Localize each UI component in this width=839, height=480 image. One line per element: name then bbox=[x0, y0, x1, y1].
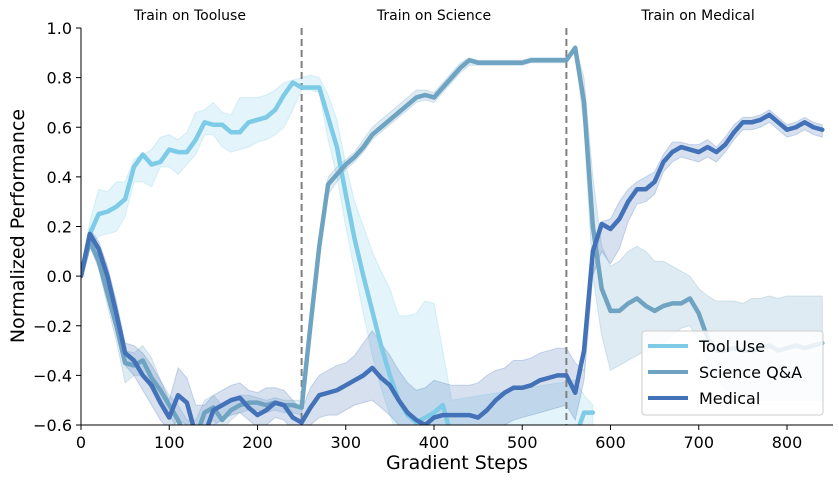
y-tick-label: −0.2 bbox=[33, 317, 72, 336]
y-tick-label: −0.4 bbox=[33, 366, 72, 385]
x-tick-label: 700 bbox=[683, 433, 714, 452]
line-medical bbox=[81, 112, 825, 425]
y-tick-label: 0.6 bbox=[47, 118, 72, 137]
x-tick-label: 500 bbox=[507, 433, 538, 452]
phase-label: Train on Science bbox=[376, 8, 491, 24]
x-axis-label: Gradient Steps bbox=[386, 452, 528, 474]
line-tool-use bbox=[577, 410, 596, 425]
phase-boundary-lines bbox=[300, 28, 568, 425]
y-tick-label: 1.0 bbox=[47, 19, 72, 38]
phase-label: Train on Medical bbox=[640, 8, 755, 24]
legend-item-science-qa: Science Q&A bbox=[648, 363, 802, 382]
y-tick-label: 0.0 bbox=[47, 267, 72, 286]
series-lines bbox=[81, 45, 825, 425]
legend: Tool Use Science Q&A Medical bbox=[641, 330, 824, 416]
line-tool-use bbox=[81, 80, 451, 425]
x-tick-label: 100 bbox=[154, 433, 185, 452]
y-axis-label: Normalized Performance bbox=[7, 109, 29, 343]
phase-labels: Train on Tooluse Train on Science Train on… bbox=[133, 8, 755, 24]
legend-label-tool-use: Tool Use bbox=[698, 337, 765, 356]
legend-item-medical: Medical bbox=[648, 389, 760, 408]
x-tick-label: 200 bbox=[242, 433, 273, 452]
line-science-q-a bbox=[81, 45, 825, 425]
y-tick-label: −0.6 bbox=[33, 416, 72, 435]
y-axis-ticks: −0.6 −0.4 −0.2 0.0 0.2 0.4 0.6 0.8 1.0 bbox=[33, 19, 81, 435]
legend-label-science-qa: Science Q&A bbox=[699, 363, 802, 382]
x-tick-label: 600 bbox=[595, 433, 626, 452]
legend-label-medical: Medical bbox=[699, 389, 760, 408]
x-axis-ticks: 0 100 200 300 400 500 600 700 800 bbox=[76, 425, 802, 452]
x-tick-label: 0 bbox=[76, 433, 86, 452]
y-tick-label: 0.8 bbox=[47, 69, 72, 88]
phase-label: Train on Tooluse bbox=[133, 8, 246, 24]
y-tick-label: 0.4 bbox=[47, 168, 72, 187]
legend-item-tool-use: Tool Use bbox=[648, 337, 765, 356]
x-tick-label: 300 bbox=[330, 433, 361, 452]
x-tick-label: 400 bbox=[419, 433, 450, 452]
y-tick-label: 0.2 bbox=[47, 218, 72, 237]
x-tick-label: 800 bbox=[772, 433, 803, 452]
